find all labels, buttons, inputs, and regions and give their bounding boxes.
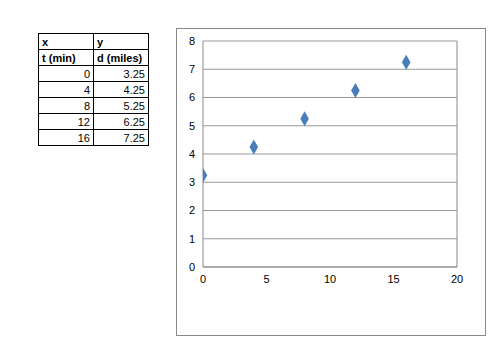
svg-text:20: 20 (451, 273, 463, 285)
svg-text:7: 7 (189, 63, 195, 75)
html-text:12: 12 (77, 115, 90, 128)
html-text:4: 4 (83, 83, 90, 96)
html-text:t (min): t (min) (42, 51, 76, 64)
svg-text:15: 15 (387, 273, 399, 285)
svg-text:5: 5 (263, 273, 269, 285)
svg-text:4: 4 (189, 148, 195, 160)
svg-text:0: 0 (200, 273, 206, 285)
svg-text:1: 1 (189, 233, 195, 245)
html-text:6.25: 6.25 (123, 115, 145, 128)
html-text:y: y (97, 35, 104, 48)
html-text:3.25: 3.25 (123, 67, 145, 80)
svg-text:5: 5 (189, 120, 195, 132)
html-text:16: 16 (77, 131, 90, 144)
svg-text:2: 2 (189, 204, 195, 216)
html-text:4.25: 4.25 (123, 83, 145, 96)
svg-text:10: 10 (324, 273, 336, 285)
html-text:x: x (42, 35, 49, 48)
svg-text:8: 8 (189, 35, 195, 47)
svg-text:3: 3 (189, 176, 195, 188)
html-text:7.25: 7.25 (123, 131, 145, 144)
svg-text:6: 6 (189, 91, 195, 103)
html-text:d (miles): d (miles) (97, 51, 143, 64)
svg-text:0: 0 (189, 261, 195, 273)
html-text:8: 8 (83, 99, 90, 112)
html-text:0: 0 (83, 67, 90, 80)
html-text:5.25: 5.25 (123, 99, 145, 112)
